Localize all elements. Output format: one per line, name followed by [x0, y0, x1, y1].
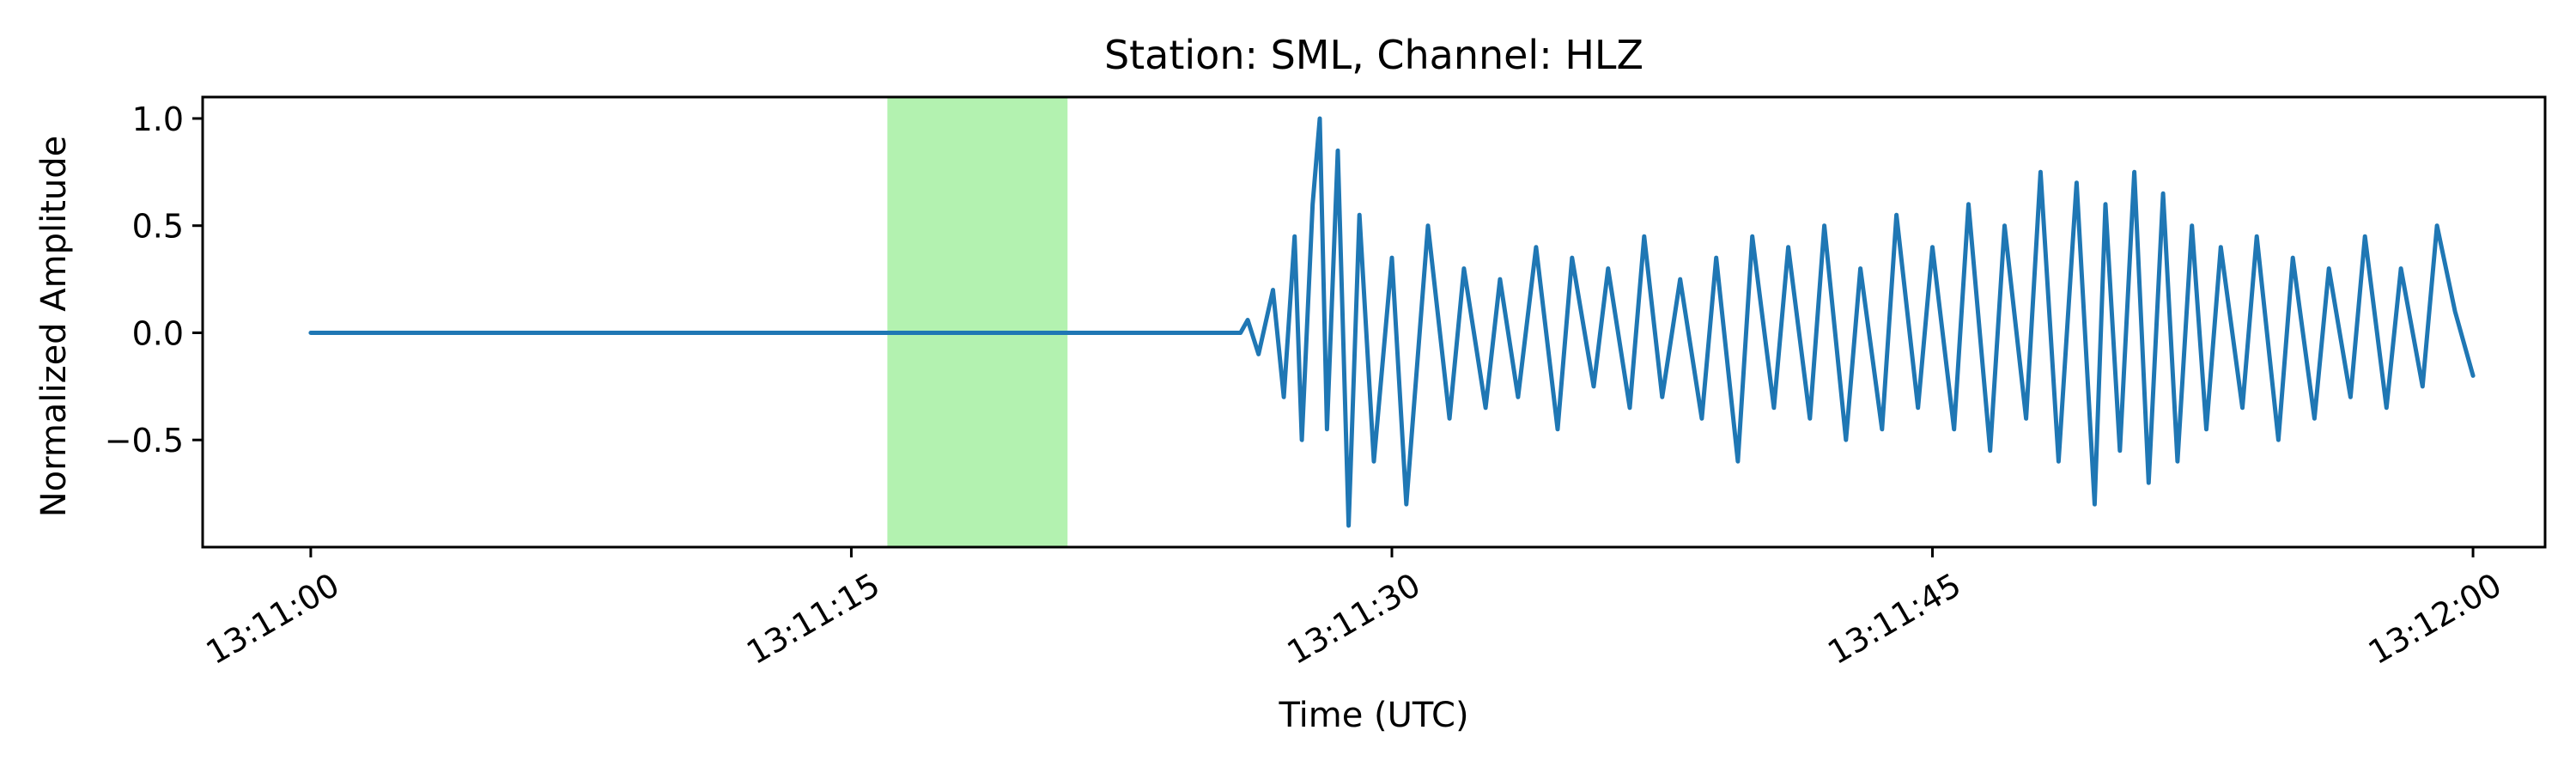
y-tick-label: 0.0 [132, 314, 184, 352]
x-tick-label: 13:11:15 [740, 566, 886, 672]
x-tick-label: 13:12:00 [2362, 566, 2508, 672]
waveform-line [308, 116, 2476, 528]
x-tick-label: 13:11:30 [1281, 566, 1427, 672]
x-axis-label: Time (UTC) [1278, 696, 1468, 735]
highlight-window [887, 97, 1068, 547]
y-tick-label: 0.5 [132, 208, 184, 246]
chart-title: Station: SML, Channel: HLZ [1104, 32, 1643, 78]
x-tick-label: 13:11:45 [1821, 566, 1967, 672]
x-axis-ticks: 13:11:00 13:11:15 13:11:30 13:11:45 13:12:00 [200, 547, 2508, 672]
y-axis-ticks: 1.0 0.5 0.0 −0.5 [105, 100, 203, 460]
y-tick-label: −0.5 [105, 422, 184, 460]
y-axis-label: Normalized Amplitude [34, 136, 74, 518]
y-tick-label: 1.0 [132, 100, 184, 138]
x-tick-label: 13:11:00 [200, 566, 346, 672]
plot-frame [201, 95, 2547, 549]
